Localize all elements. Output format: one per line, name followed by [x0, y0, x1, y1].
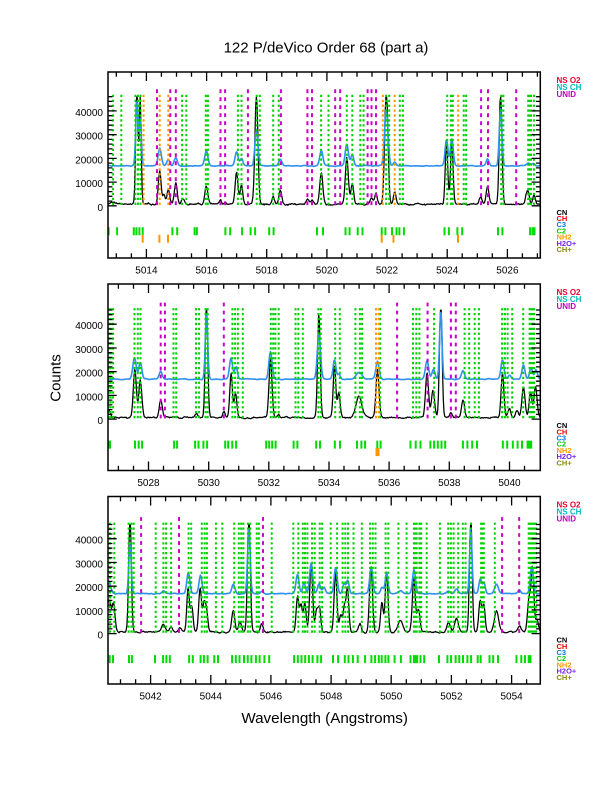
svg-text:20000: 20000: [75, 155, 103, 166]
svg-text:CH: CH: [557, 427, 568, 436]
svg-text:NH2: NH2: [557, 660, 572, 669]
svg-text:Wavelength (Angstroms): Wavelength (Angstroms): [241, 710, 408, 727]
svg-text:CN: CN: [557, 208, 568, 217]
svg-text:5034: 5034: [318, 478, 341, 489]
svg-text:C3: C3: [557, 434, 567, 443]
svg-text:CH+: CH+: [557, 673, 573, 682]
svg-text:UNID: UNID: [557, 90, 577, 99]
svg-text:5054: 5054: [500, 691, 523, 702]
svg-text:CH: CH: [557, 214, 568, 223]
svg-text:CN: CN: [557, 636, 568, 645]
svg-text:CH: CH: [557, 642, 568, 651]
svg-text:CN: CN: [557, 421, 568, 430]
svg-text:UNID: UNID: [557, 302, 577, 311]
svg-text:C3: C3: [557, 648, 567, 657]
svg-text:5052: 5052: [440, 691, 463, 702]
svg-text:5024: 5024: [436, 265, 459, 276]
svg-text:5040: 5040: [498, 478, 521, 489]
svg-text:30000: 30000: [75, 345, 103, 356]
svg-text:5018: 5018: [256, 265, 279, 276]
svg-text:5036: 5036: [378, 478, 401, 489]
svg-text:20000: 20000: [75, 583, 103, 594]
svg-text:CH+: CH+: [557, 245, 573, 254]
svg-text:40000: 40000: [75, 321, 103, 332]
svg-text:5016: 5016: [195, 265, 218, 276]
svg-text:Counts: Counts: [48, 354, 65, 402]
svg-text:H2O+: H2O+: [557, 239, 577, 248]
svg-text:UNID: UNID: [557, 514, 577, 523]
svg-text:5050: 5050: [380, 691, 403, 702]
svg-text:NS O2: NS O2: [557, 76, 582, 85]
svg-text:10000: 10000: [75, 179, 103, 190]
svg-text:122 P/deVico Order 68 (part a): 122 P/deVico Order 68 (part a): [224, 40, 429, 57]
svg-text:NS O2: NS O2: [557, 288, 582, 297]
svg-text:C2: C2: [557, 440, 567, 449]
svg-text:C2: C2: [557, 226, 567, 235]
svg-text:0: 0: [97, 203, 103, 214]
svg-text:NS CH: NS CH: [557, 507, 582, 516]
svg-text:5044: 5044: [200, 691, 223, 702]
svg-text:5048: 5048: [320, 691, 343, 702]
svg-text:NH2: NH2: [557, 233, 572, 242]
svg-text:5026: 5026: [496, 265, 519, 276]
svg-text:0: 0: [97, 631, 103, 642]
svg-text:20000: 20000: [75, 369, 103, 380]
svg-text:10000: 10000: [75, 392, 103, 403]
svg-text:10000: 10000: [75, 607, 103, 618]
svg-text:30000: 30000: [75, 132, 103, 143]
svg-text:5032: 5032: [258, 478, 281, 489]
svg-text:30000: 30000: [75, 560, 103, 571]
svg-text:40000: 40000: [75, 108, 103, 119]
svg-text:C2: C2: [557, 654, 567, 663]
svg-text:5020: 5020: [316, 265, 339, 276]
svg-text:5046: 5046: [260, 691, 283, 702]
svg-text:0: 0: [97, 416, 103, 427]
svg-text:5014: 5014: [135, 265, 158, 276]
svg-text:5028: 5028: [137, 478, 160, 489]
svg-text:H2O+: H2O+: [557, 667, 577, 676]
svg-text:NS CH: NS CH: [557, 295, 582, 304]
svg-text:5042: 5042: [139, 691, 162, 702]
svg-text:CH+: CH+: [557, 458, 573, 467]
svg-text:40000: 40000: [75, 536, 103, 547]
svg-text:C3: C3: [557, 220, 567, 229]
svg-text:NS CH: NS CH: [557, 83, 582, 92]
svg-text:5038: 5038: [438, 478, 461, 489]
svg-text:NH2: NH2: [557, 446, 572, 455]
svg-text:5022: 5022: [376, 265, 399, 276]
svg-text:H2O+: H2O+: [557, 452, 577, 461]
svg-text:5030: 5030: [198, 478, 221, 489]
svg-text:NS O2: NS O2: [557, 500, 582, 509]
